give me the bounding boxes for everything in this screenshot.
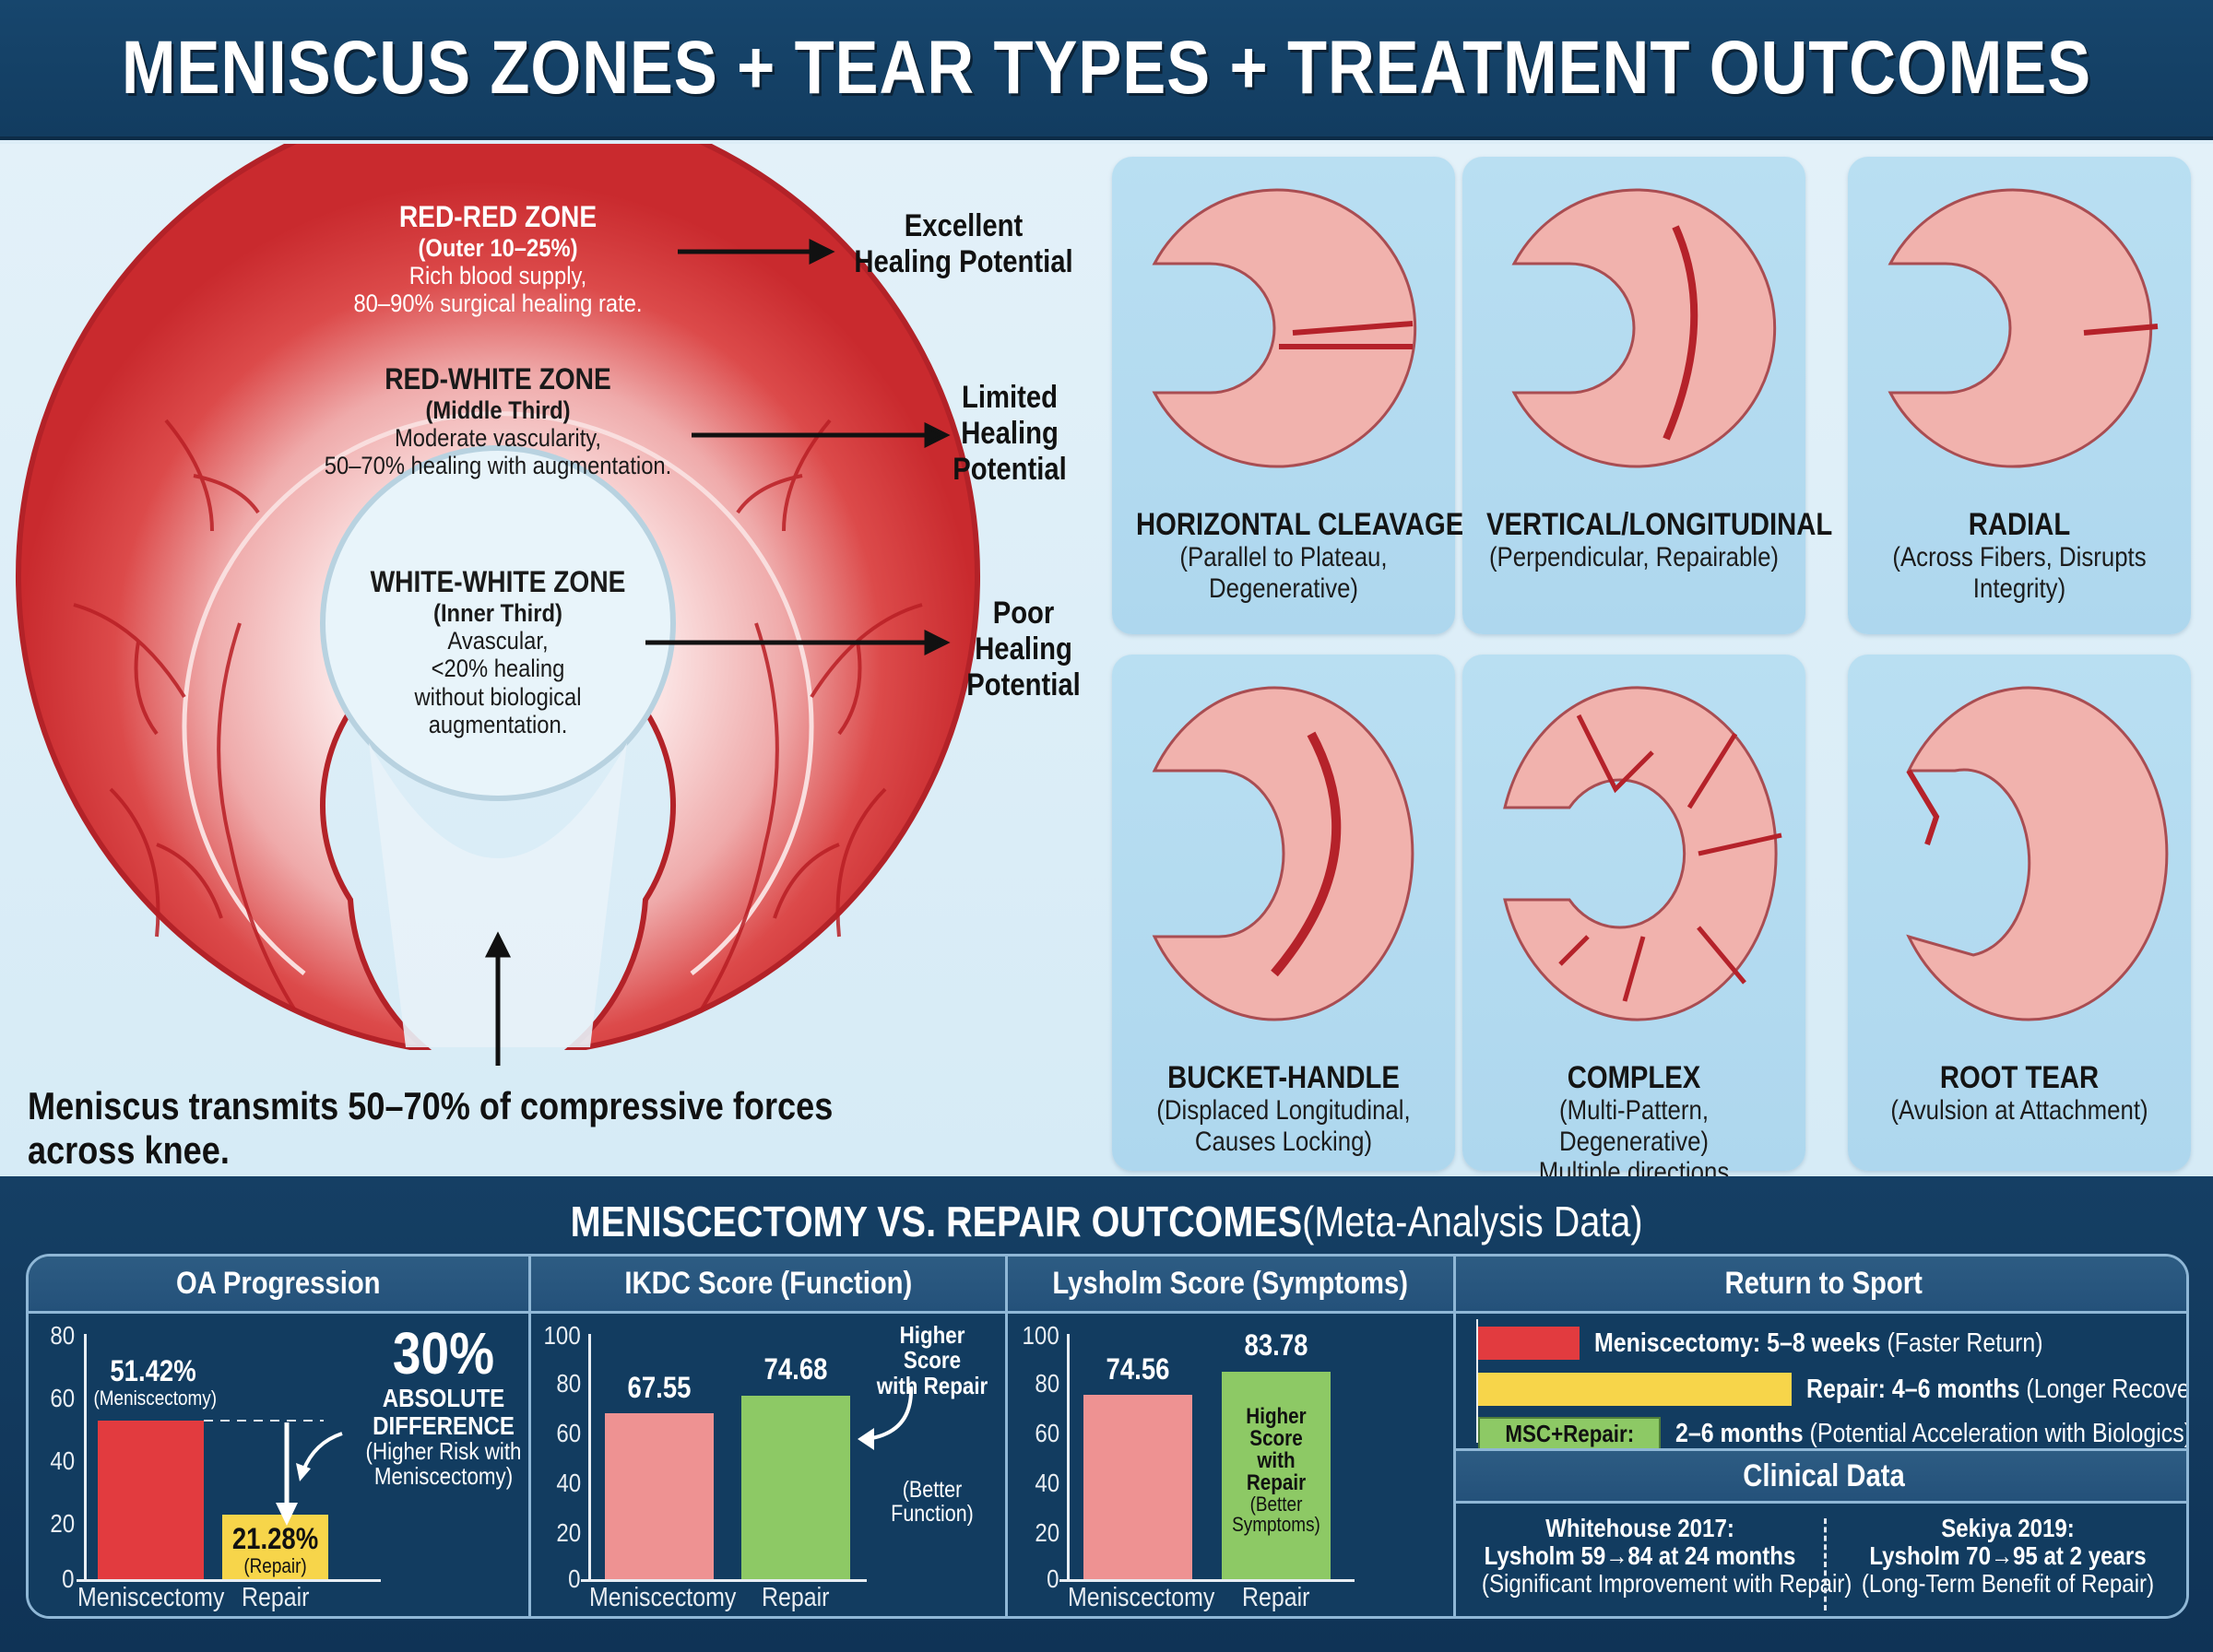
force-transmission-caption: Meniscus transmits 50–70% of compressive… (28, 1084, 834, 1172)
ikdc-annotation: Higher Score with Repair (876, 1321, 988, 1399)
limited-healing-label: Limited Healing Potential (953, 380, 1067, 488)
complex-tear-icon (1503, 686, 1782, 1021)
tear-types-grid: HORIZONTAL CLEAVAGE (Parallel to Plateau… (1106, 157, 2204, 1187)
ikdc-chart: 100 80 60 40 20 0 67.55 74.68 Higher Sco… (531, 1314, 1005, 1616)
tear-card-radial: RADIAL (Across Fibers, Disrupts Integrit… (1848, 157, 2191, 634)
horizontal-tear-icon (1152, 188, 1417, 468)
bar-meniscectomy (98, 1421, 204, 1579)
outcomes-title: MENISCECTOMY VS. REPAIR OUTCOMES (Meta-A… (570, 1198, 1643, 1245)
excellent-healing-label: Excellent Healing Potential (854, 208, 1073, 280)
poor-healing-label: Poor Healing Potential (966, 596, 1081, 703)
tear-card-horizontal: HORIZONTAL CLEAVAGE (Parallel to Plateau… (1112, 157, 1463, 634)
page-title: MENISCUS ZONES + TEAR TYPES + TREATMENT … (121, 26, 2092, 110)
meniscus-zone-diagram: RED-RED ZONE (Outer 10–25%) Rich blood s… (0, 144, 1106, 1176)
rts-row-msc-repair: MSC+Repair: 2–6 months (Potential Accele… (1478, 1417, 2186, 1450)
outcomes-panels: OA Progression 80 60 40 20 0 51.42% (Men… (26, 1254, 2189, 1619)
outcomes-section: MENISCECTOMY VS. REPAIR OUTCOMES (Meta-A… (0, 1176, 2213, 1652)
bar-repair (1222, 1372, 1331, 1579)
oa-progression-panel: OA Progression 80 60 40 20 0 51.42% (Men… (29, 1257, 531, 1616)
bar-meniscectomy (1083, 1395, 1192, 1579)
bar-repair (741, 1396, 850, 1579)
rts-row-meniscectomy: Meniscectomy: 5–8 weeks (Faster Return) (1478, 1327, 2116, 1360)
return-to-sport-chart: Meniscectomy: 5–8 weeks (Faster Return) … (1456, 1314, 2186, 1450)
tear-card-root: ROOT TEAR (Avulsion at Attachment) (1848, 655, 2191, 1171)
red-white-zone-label: RED-WHITE ZONE (Middle Third) Moderate v… (324, 362, 672, 480)
divider (1824, 1518, 1827, 1611)
root-tear-icon (1906, 686, 2169, 1021)
bar-meniscectomy (605, 1413, 714, 1579)
lysholm-annotation: Higher Score with Repair (Better Symptom… (1232, 1404, 1320, 1536)
ikdc-panel: IKDC Score (Function) 100 80 60 40 20 0 … (531, 1257, 1008, 1616)
arrow-down-icon (204, 1420, 343, 1526)
clinical-study-sekiya: Sekiya 2019: Lysholm 70→95 at 2 years (L… (1861, 1514, 2155, 1599)
clinical-study-whitehouse: Whitehouse 2017: Lysholm 59→84 at 24 mon… (1481, 1514, 1852, 1599)
clinical-data-header: Clinical Data (1456, 1448, 2186, 1504)
bar-repair (222, 1515, 328, 1579)
return-to-sport-panel: Return to Sport Meniscectomy: 5–8 weeks … (1456, 1257, 2186, 1616)
white-white-zone-label: WHITE-WHITE ZONE (Inner Third) Avascular… (370, 565, 626, 738)
curved-arrow-icon (858, 1386, 914, 1450)
lysholm-panel: Lysholm Score (Symptoms) 100 80 60 40 20… (1008, 1257, 1456, 1616)
tear-card-bucket-handle: BUCKET-HANDLE (Displaced Longitudinal, C… (1112, 655, 1455, 1171)
tear-card-vertical: VERTICAL/LONGITUDINAL (Perpendicular, Re… (1462, 157, 1832, 634)
page-header: MENISCUS ZONES + TEAR TYPES + TREATMENT … (0, 0, 2213, 140)
vertical-tear-icon (1511, 188, 1777, 468)
radial-tear-icon (1888, 188, 2159, 468)
tear-card-complex: COMPLEX (Multi-Pattern, Degenerative) Mu… (1462, 655, 1805, 1187)
upper-section: RED-RED ZONE (Outer 10–25%) Rich blood s… (0, 144, 2213, 1187)
red-red-zone-label: RED-RED ZONE (Outer 10–25%) Rich blood s… (353, 200, 643, 318)
rts-row-repair: Repair: 4–6 months (Longer Recovery) (1478, 1373, 2186, 1406)
bucket-handle-tear-icon (1152, 686, 1414, 1021)
meniscus-illustration-icon (16, 144, 980, 1066)
lysholm-chart: 100 80 60 40 20 0 74.56 83.78 Higher Sco… (1008, 1314, 1453, 1616)
oa-difference-annotation: 30% ABSOLUTE DIFFERENCE (Higher Risk wit… (365, 1320, 522, 1491)
oa-progression-chart: 80 60 40 20 0 51.42% (Meniscectomy) 21.2… (29, 1314, 528, 1616)
